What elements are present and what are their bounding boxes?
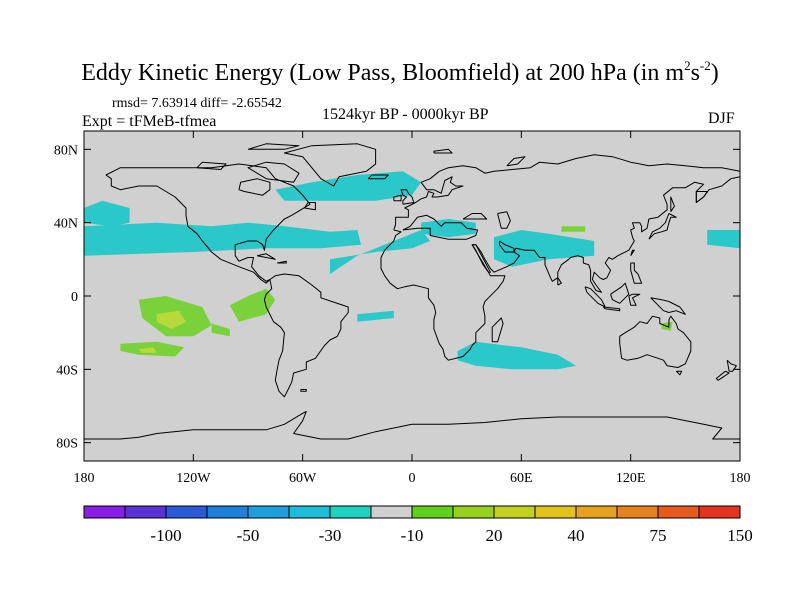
map-content bbox=[84, 143, 740, 440]
coastline-sri-lanka bbox=[557, 277, 562, 286]
colorbar-swatch bbox=[534, 505, 577, 519]
colorbar-swatch bbox=[247, 505, 290, 519]
coastline-uk bbox=[400, 189, 415, 205]
anomaly-region-dateline-east-negative bbox=[707, 230, 740, 249]
y-tick-label: 80N bbox=[54, 143, 78, 158]
coastline-borneo bbox=[610, 282, 630, 304]
coastline-taiwan bbox=[630, 249, 635, 256]
anomaly-region-s-pacific-positive-2 bbox=[211, 323, 230, 337]
y-tick-label: 80S bbox=[56, 437, 78, 452]
y-tick-label: 40S bbox=[56, 363, 78, 378]
x-tick-label: 120E bbox=[616, 471, 646, 486]
colorbar-swatch bbox=[698, 505, 741, 519]
x-tick-label: 180 bbox=[74, 471, 95, 486]
coastline-falklands bbox=[300, 389, 307, 392]
coastline-black-sea bbox=[462, 213, 488, 220]
coastline-newfoundland bbox=[304, 202, 316, 211]
coastline-north-america bbox=[105, 163, 311, 284]
coastline-novaya-zemlya bbox=[506, 156, 526, 167]
colorbar-swatch bbox=[370, 505, 413, 519]
coastline-mediterranean bbox=[402, 214, 479, 240]
anomaly-region-e-pacific-positive bbox=[229, 288, 276, 322]
colorbar-swatch bbox=[575, 505, 618, 519]
x-tick-label: 180 bbox=[730, 471, 751, 486]
coastline-caspian bbox=[497, 211, 511, 229]
coastline-tasmania bbox=[675, 370, 683, 376]
y-tick-label: 0 bbox=[71, 290, 78, 305]
colorbar-swatch bbox=[165, 505, 208, 519]
x-tick-label: 60E bbox=[510, 471, 533, 486]
colorbar-label: -30 bbox=[319, 526, 342, 545]
coastline-iceland bbox=[367, 174, 389, 180]
x-tick-label: 60W bbox=[289, 471, 317, 486]
season-label: DJF bbox=[708, 110, 735, 127]
statistics-label: rmsd= 7.63914 diff= -2.65542 bbox=[112, 96, 282, 111]
anomaly-region-n-africa-negative bbox=[330, 230, 431, 274]
colorbar-swatch bbox=[206, 505, 249, 519]
anomaly-core-s-pacific-core bbox=[156, 310, 186, 329]
colorbar-label: 150 bbox=[727, 526, 753, 545]
coastline-madagascar bbox=[491, 317, 504, 343]
colorbar-label: -100 bbox=[150, 526, 181, 545]
colorbar: -100 -50 -30 -10 20 40 75 150 bbox=[83, 505, 753, 545]
colorbar-swatch bbox=[83, 505, 126, 519]
anomaly-region-s-atlantic-negative bbox=[357, 310, 394, 322]
coastline-kamchatka-hint bbox=[695, 191, 708, 203]
coastline-ireland bbox=[393, 194, 402, 202]
x-tick-label: 120W bbox=[176, 471, 211, 486]
colorbar-swatch bbox=[411, 505, 454, 519]
colorbar-label: 75 bbox=[650, 526, 667, 545]
coastline-new-zealand-n bbox=[726, 359, 737, 372]
colorbar-swatch bbox=[124, 505, 167, 519]
coastline-red-sea bbox=[471, 244, 491, 273]
coastline-java bbox=[602, 306, 621, 312]
coastline-south-america bbox=[263, 273, 349, 398]
coastline-philippines bbox=[630, 262, 643, 284]
coastline-cuba bbox=[256, 253, 276, 260]
colorbar-swatch bbox=[493, 505, 536, 519]
period-label: 1524kyr BP - 0000kyr BP bbox=[322, 106, 489, 123]
coastline-hudson-bay bbox=[238, 178, 271, 196]
coastline-victoria-isl bbox=[196, 161, 227, 170]
coastline-greenland bbox=[283, 143, 377, 187]
anomaly-region-asia-negative bbox=[494, 230, 595, 267]
coastline-australia bbox=[619, 315, 692, 368]
colorbar-swatch bbox=[452, 505, 495, 519]
anomaly-core-s-pacific-core-2 bbox=[138, 347, 157, 353]
colorbar-swatch bbox=[657, 505, 700, 519]
y-tick-label: 40N bbox=[54, 217, 78, 232]
coastline-ellesmere bbox=[247, 143, 300, 150]
coastline-eurasia-africa bbox=[380, 154, 740, 361]
coastline-hispaniola bbox=[277, 260, 287, 264]
anomaly-region-s-africa-negative bbox=[457, 341, 576, 370]
colorbar-label: -50 bbox=[237, 526, 260, 545]
coastline-antarctica bbox=[84, 411, 740, 440]
coastline-japan bbox=[648, 213, 677, 240]
coastline-sulawesi bbox=[628, 293, 641, 306]
coastline-sakhalin bbox=[670, 196, 675, 212]
anomaly-region-n-pacific-negative bbox=[84, 200, 130, 227]
map-title: Eddy Kinetic Energy (Low Pass, Bloomfiel… bbox=[81, 58, 719, 86]
colorbar-swatch bbox=[329, 505, 372, 519]
x-tick-label: 0 bbox=[409, 471, 416, 486]
experiment-label: Expt = tFMeB-tfmea bbox=[82, 113, 217, 130]
coastline-new-guinea bbox=[650, 297, 686, 315]
colorbar-swatch bbox=[288, 505, 331, 519]
coastline-svalbard bbox=[433, 148, 453, 154]
coastline-baffin bbox=[247, 161, 300, 183]
colorbar-swatch bbox=[616, 505, 659, 519]
colorbar-label: 40 bbox=[568, 526, 585, 545]
colorbar-label: 20 bbox=[486, 526, 503, 545]
map-panel: 180 120W 60W 0 60E 120E 180 80N 40N 0 40S 80S bbox=[54, 130, 751, 486]
coastline-persian-gulf bbox=[499, 240, 515, 253]
anomaly-region-subtropical-jet-west-negative bbox=[84, 222, 361, 256]
colorbar-label: -10 bbox=[401, 526, 424, 545]
anomaly-region-arabian-sea-small-positive bbox=[561, 226, 586, 232]
coastline-new-zealand-s bbox=[715, 370, 730, 381]
